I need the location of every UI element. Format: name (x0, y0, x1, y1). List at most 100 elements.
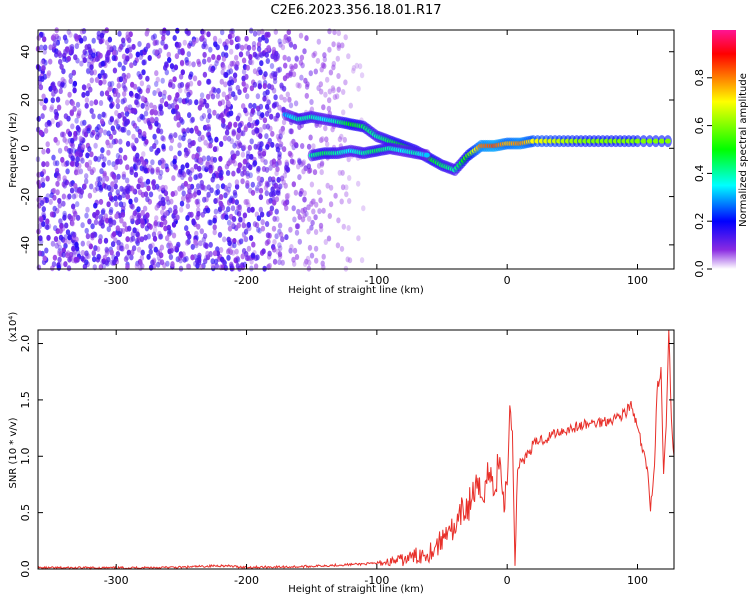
noise-speckle (236, 127, 242, 134)
noise-speckle (126, 37, 132, 43)
noise-speckle (36, 171, 41, 178)
noise-speckle (60, 76, 65, 83)
noise-speckle (219, 112, 224, 119)
noise-speckle (234, 54, 239, 61)
noise-speckle (277, 242, 282, 249)
noise-speckle (156, 221, 162, 228)
noise-speckle (84, 97, 90, 104)
noise-speckle (56, 175, 62, 182)
noise-speckle (265, 58, 270, 64)
noise-speckle (213, 208, 219, 215)
noise-speckle (92, 256, 97, 263)
noise-speckle (320, 136, 325, 143)
noise-speckle (256, 165, 261, 172)
noise-speckle (264, 190, 269, 197)
noise-speckle (75, 101, 81, 108)
noise-speckle (89, 100, 94, 107)
noise-speckle (234, 183, 240, 190)
noise-speckle (223, 81, 228, 88)
noise-speckle (89, 69, 94, 76)
noise-speckle (53, 87, 58, 94)
noise-speckle (69, 49, 75, 55)
noise-speckle (151, 179, 156, 185)
spectrogram-x-label: Height of straight line (km) (288, 285, 424, 296)
noise-speckle (115, 152, 121, 159)
noise-speckle (217, 208, 222, 214)
noise-speckle (289, 158, 295, 165)
noise-speckle (174, 104, 180, 111)
noise-speckle (102, 156, 107, 163)
noise-speckle (197, 146, 203, 153)
noise-speckle (265, 232, 271, 239)
noise-speckle (243, 236, 249, 243)
noise-speckle (84, 227, 89, 234)
noise-speckle (264, 51, 269, 58)
noise-speckle (115, 97, 120, 104)
noise-speckle (68, 73, 73, 79)
noise-speckle (93, 99, 99, 106)
noise-speckle (325, 182, 330, 189)
noise-speckle (252, 103, 257, 109)
noise-speckle (105, 50, 111, 57)
noise-speckle (233, 121, 238, 128)
noise-speckle (110, 181, 115, 188)
noise-speckle (91, 249, 97, 256)
noise-speckle (256, 226, 261, 233)
noise-speckle (175, 92, 180, 99)
noise-speckle (182, 131, 187, 138)
noise-speckle (140, 102, 145, 109)
noise-speckle (72, 87, 77, 94)
noise-speckle (44, 247, 49, 254)
noise-speckle (124, 243, 130, 250)
noise-speckle (196, 210, 201, 217)
noise-speckle (65, 168, 70, 175)
noise-speckle (139, 176, 144, 182)
noise-speckle (88, 86, 93, 93)
noise-speckle (55, 160, 60, 167)
noise-speckle (153, 221, 158, 228)
noise-speckle (41, 168, 47, 175)
noise-speckle (341, 223, 346, 230)
noise-speckle (49, 211, 55, 218)
noise-speckle (168, 79, 173, 86)
noise-speckle (214, 60, 219, 67)
noise-speckle (177, 142, 182, 149)
noise-speckle (306, 168, 312, 174)
noise-speckle (85, 233, 91, 240)
noise-speckle (336, 86, 341, 93)
noise-speckle (243, 228, 249, 235)
noise-speckle (121, 171, 127, 178)
noise-speckle (190, 243, 195, 250)
noise-speckle (173, 132, 178, 139)
noise-speckle (235, 35, 241, 42)
noise-speckle (284, 159, 289, 166)
noise-speckle (148, 264, 154, 271)
noise-speckle (127, 225, 132, 232)
noise-speckle (326, 235, 332, 242)
noise-speckle (256, 181, 262, 188)
noise-speckle (70, 137, 75, 144)
noise-speckle (235, 150, 240, 157)
noise-speckle (256, 110, 262, 117)
noise-speckle (306, 163, 311, 170)
noise-speckle (203, 258, 208, 265)
noise-speckle (131, 187, 136, 194)
noise-speckle (288, 226, 293, 233)
noise-speckle (205, 160, 210, 167)
noise-speckle (284, 205, 289, 211)
spectrogram-y-ticks: -40 -20 0 20 40 (19, 45, 674, 254)
noise-speckle (232, 160, 238, 167)
noise-speckle (213, 41, 218, 48)
noise-speckle (232, 238, 237, 244)
noise-speckle (269, 84, 275, 91)
noise-speckle (199, 92, 205, 99)
noise-speckle (130, 231, 136, 238)
noise-speckle (232, 242, 237, 249)
noise-speckle (328, 201, 334, 208)
noise-speckle (256, 41, 262, 48)
noise-speckle (331, 64, 336, 71)
noise-speckle (163, 219, 168, 226)
noise-speckle (272, 258, 278, 265)
noise-speckle (210, 262, 216, 269)
